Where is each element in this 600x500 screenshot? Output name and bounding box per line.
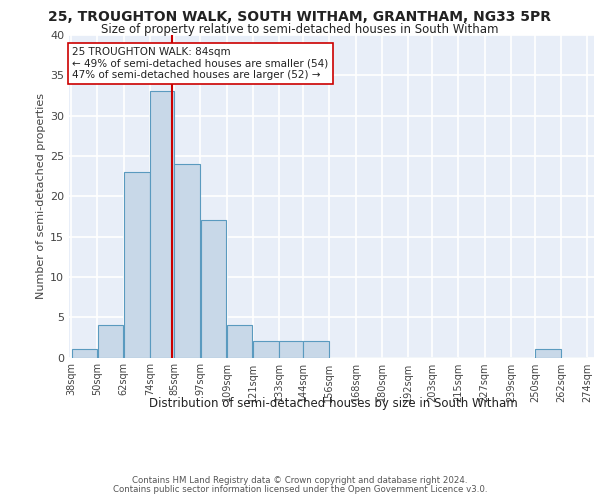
- Text: Contains public sector information licensed under the Open Government Licence v3: Contains public sector information licen…: [113, 484, 487, 494]
- Bar: [200, 220, 226, 358]
- Bar: [535, 350, 561, 358]
- Y-axis label: Number of semi-detached properties: Number of semi-detached properties: [36, 93, 46, 299]
- Text: 25, TROUGHTON WALK, SOUTH WITHAM, GRANTHAM, NG33 5PR: 25, TROUGHTON WALK, SOUTH WITHAM, GRANTH…: [49, 10, 551, 24]
- Bar: [124, 172, 149, 358]
- Text: 25 TROUGHTON WALK: 84sqm
← 49% of semi-detached houses are smaller (54)
47% of s: 25 TROUGHTON WALK: 84sqm ← 49% of semi-d…: [72, 47, 329, 80]
- Text: Distribution of semi-detached houses by size in South Witham: Distribution of semi-detached houses by …: [149, 398, 517, 410]
- Bar: [304, 342, 329, 357]
- Text: Size of property relative to semi-detached houses in South Witham: Size of property relative to semi-detach…: [101, 22, 499, 36]
- Bar: [98, 325, 124, 358]
- Bar: [227, 325, 253, 358]
- Bar: [175, 164, 200, 358]
- Bar: [253, 342, 278, 357]
- Text: Contains HM Land Registry data © Crown copyright and database right 2024.: Contains HM Land Registry data © Crown c…: [132, 476, 468, 485]
- Bar: [71, 350, 97, 358]
- Bar: [280, 342, 303, 357]
- Bar: [150, 92, 173, 358]
